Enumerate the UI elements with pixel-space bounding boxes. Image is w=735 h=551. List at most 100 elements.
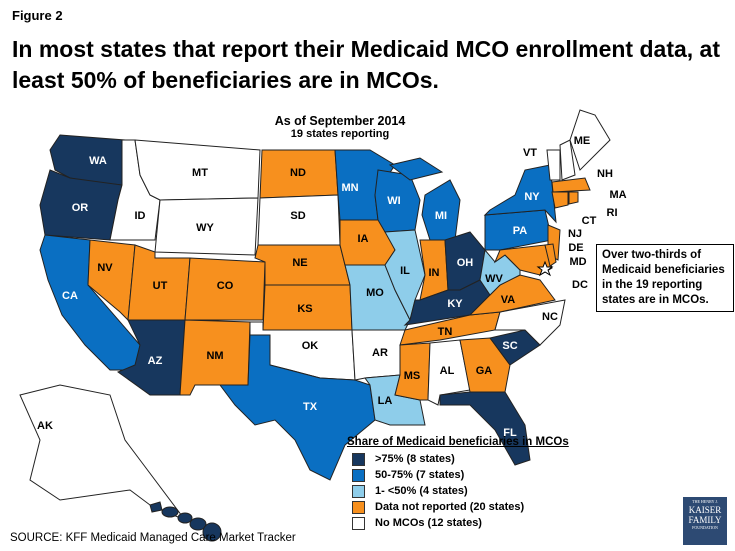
legend-swatch [352, 500, 365, 514]
legend-label: 50-75% (7 states) [375, 469, 465, 481]
state-shape [154, 197, 259, 256]
state-or: OR [39, 169, 123, 241]
island-shape [189, 517, 207, 531]
state-ri: RI [568, 191, 618, 219]
legend-swatch [352, 468, 365, 482]
state-label: OH [457, 257, 474, 269]
state-label: AL [440, 365, 455, 377]
state-label: IA [358, 233, 369, 245]
state-mt: MT [134, 139, 261, 201]
legend-swatch [352, 452, 365, 466]
state-dc: DC [536, 260, 588, 291]
state-label: MT [192, 167, 208, 179]
island-shape [177, 512, 193, 524]
source-note: SOURCE: KFF Medicaid Managed Care Market… [10, 532, 296, 544]
state-nd: ND [259, 149, 339, 199]
state-label: SC [502, 340, 517, 352]
state-label: CT [582, 215, 597, 227]
state-label: UT [153, 280, 168, 292]
state-label: NM [206, 350, 223, 362]
state-label: NJ [568, 228, 582, 240]
legend-item: 1- <50% (4 states) [352, 483, 569, 499]
state-shape [219, 334, 376, 481]
state-shape [388, 157, 444, 181]
state-label: CO [217, 280, 234, 292]
legend-swatch [352, 516, 365, 530]
state-label: NY [524, 191, 540, 203]
state-label: LA [378, 395, 393, 407]
state-label: AK [37, 420, 53, 432]
state-label: TX [303, 401, 318, 413]
state-label: AZ [148, 355, 163, 367]
kff-logo: THE HENRY J. KAISER FAMILY FOUNDATION [683, 497, 727, 545]
state-label: CA [62, 290, 78, 302]
legend-items: >75% (8 states) 50-75% (7 states) 1- <50% … [347, 451, 569, 531]
state-label: PA [513, 225, 528, 237]
state-pa: PA [484, 209, 553, 251]
state-ak: AK [19, 384, 187, 522]
state-shape [559, 139, 576, 181]
legend-item: Data not reported (20 states) [352, 499, 569, 515]
state-shape [546, 149, 561, 181]
state-label: ND [290, 167, 306, 179]
state-label: VT [523, 147, 537, 159]
state-label: WA [89, 155, 107, 167]
state-sd: SD [257, 194, 341, 246]
state-label: NE [292, 257, 307, 269]
legend-label: >75% (8 states) [375, 453, 455, 465]
state-label: OK [302, 340, 319, 352]
state-nh: NH [559, 139, 613, 181]
subtitle-count: 19 states reporting [290, 128, 390, 140]
state-vt: VT [523, 147, 561, 181]
state-label: MD [569, 256, 586, 268]
subtitle-date: As of September 2014 [274, 114, 406, 128]
legend-item: No MCOs (12 states) [352, 515, 569, 531]
state-shape [568, 191, 579, 205]
state-label: DE [568, 242, 583, 254]
state-shape [87, 239, 136, 322]
state-fl: FL [439, 391, 531, 466]
state-me: ME [569, 109, 611, 171]
state-label: IN [429, 267, 440, 279]
state-label: WY [196, 222, 214, 234]
state-label: NH [597, 168, 613, 180]
legend-item: 50-75% (7 states) [352, 467, 569, 483]
state-nm: NM [179, 319, 251, 396]
state-label: SD [290, 210, 305, 222]
state-label: AR [372, 347, 388, 359]
state-tx: TX [219, 334, 376, 481]
map-subtitle: As of September 2014 19 states reporting [240, 114, 440, 140]
state-shape [569, 109, 611, 171]
state-label: MO [366, 287, 384, 299]
legend-swatch [352, 484, 365, 498]
state-label: KY [447, 298, 463, 310]
state-label: NC [542, 311, 558, 323]
state-md: MD [493, 244, 587, 276]
state-label: MI [435, 210, 447, 222]
state-wy: WY [154, 197, 259, 256]
legend-label: 1- <50% (4 states) [375, 485, 468, 497]
state-label: GA [476, 365, 493, 377]
state-ma: MA [551, 177, 627, 201]
state-shape [544, 243, 557, 267]
state-shape [19, 384, 187, 522]
state-label: ID [135, 210, 146, 222]
island-shape [161, 506, 179, 518]
state-hi: HI [149, 501, 238, 542]
legend-title: Share of Medicaid beneficiaries in MCOs [347, 436, 569, 448]
state-ar: AR [351, 329, 406, 381]
figure-label: Figure 2 [12, 8, 63, 23]
state-label: RI [607, 207, 618, 219]
state-label: KS [297, 303, 312, 315]
state-label: DC [572, 279, 588, 291]
callout-box: Over two-thirds of Medicaid beneficiarie… [596, 244, 734, 312]
legend-item: >75% (8 states) [352, 451, 569, 467]
state-label: MA [609, 189, 626, 201]
state-label: NV [97, 262, 113, 274]
state-ny: NY [483, 164, 557, 224]
state-label: ME [574, 135, 591, 147]
state-label: IL [400, 265, 410, 277]
state-ks: KS [262, 284, 353, 331]
state-shape [551, 177, 591, 193]
